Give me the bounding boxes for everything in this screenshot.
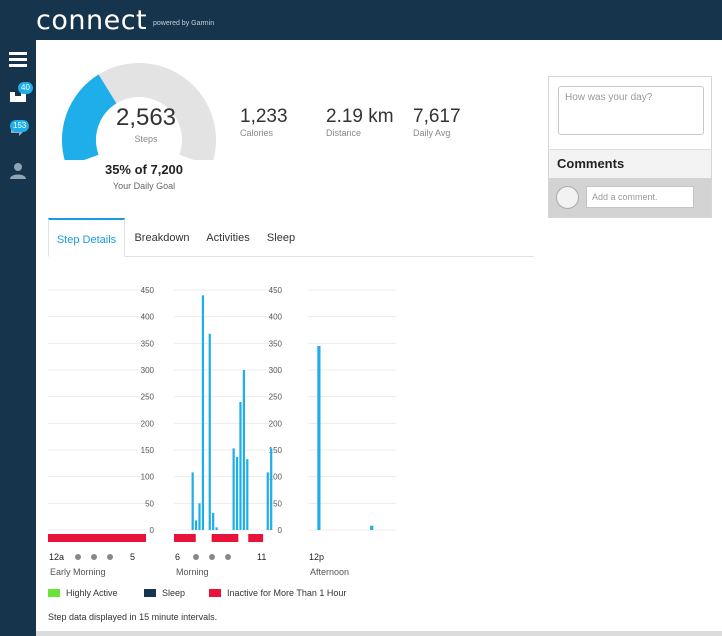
y-tick-label: 400: [141, 313, 155, 322]
y-tick-label: 250: [269, 393, 283, 402]
time-end-label: 11: [257, 552, 266, 562]
legend-swatch-inactive: [209, 589, 221, 597]
y-tick-label: 50: [145, 499, 154, 508]
steps-gauge: [62, 63, 216, 160]
bar: [242, 370, 245, 530]
bar: [235, 456, 239, 530]
bar: [191, 472, 194, 530]
avatar: [556, 186, 579, 209]
time-start-label: 12p: [309, 552, 324, 562]
time-end-label: 5: [130, 552, 135, 562]
bar: [239, 402, 242, 530]
y-tick-label: 200: [269, 419, 283, 428]
goal-label: Your Daily Goal: [112, 181, 176, 191]
legend-highly-active: Highly Active: [66, 588, 118, 598]
tab-activities[interactable]: Activities: [206, 232, 250, 244]
time-dot: [91, 554, 97, 560]
time-dot: [193, 554, 199, 560]
bar: [270, 448, 273, 530]
y-tick-label: 100: [269, 473, 283, 482]
y-tick-label: 300: [141, 366, 155, 375]
main-content: 2,563 Steps 35% of 7,200 Your Daily Goal…: [36, 40, 722, 631]
comments-title: Comments: [549, 149, 711, 178]
bar: [215, 527, 218, 530]
add-comment-input[interactable]: Add a comment.: [586, 186, 694, 208]
inactive-segment: [48, 534, 146, 542]
time-dot: [209, 554, 215, 560]
step-details-chart: 4504003503002502001501005004504003503002…: [48, 286, 396, 577]
bar: [212, 512, 215, 530]
legend-swatch-sleep: [144, 589, 156, 597]
legend-inactive: Inactive for More Than 1 Hour: [227, 588, 347, 598]
time-dot: [107, 554, 113, 560]
goal-percent: 35% of 7,200: [104, 162, 184, 177]
steps-label: Steps: [134, 134, 158, 144]
legend-sleep: Sleep: [162, 588, 186, 598]
panel-name: Early Morning: [50, 567, 106, 577]
y-tick-label: 250: [141, 393, 155, 402]
bar: [198, 503, 201, 530]
tab-breakdown[interactable]: Breakdown: [134, 232, 190, 244]
comment-row: Add a comment.: [549, 178, 711, 217]
bar: [232, 448, 235, 530]
user-icon[interactable]: [0, 162, 36, 180]
inbox-icon[interactable]: [0, 89, 36, 103]
connections-badge: 153: [10, 120, 30, 132]
bar: [266, 472, 269, 530]
bar: [194, 520, 198, 530]
tab-bar: Step Details Breakdown Activities Sleep: [48, 218, 534, 257]
tab-sleep[interactable]: Sleep: [266, 232, 296, 244]
legend-swatch-highly-active: [48, 589, 60, 597]
bar: [201, 295, 205, 530]
bar: [246, 459, 249, 530]
y-tick-label: 350: [269, 339, 283, 348]
panel-name: Afternoon: [310, 567, 349, 577]
inbox-badge: 40: [18, 82, 33, 94]
time-dot: [225, 554, 231, 560]
how-was-your-day-input[interactable]: How was your day?: [558, 86, 704, 135]
time-dot: [75, 554, 81, 560]
distance-value: 2.19 km: [326, 106, 394, 127]
sidebar: 40 153: [0, 40, 36, 636]
bar: [208, 333, 211, 530]
daily-avg-value: 7,617: [413, 106, 461, 127]
y-tick-label: 100: [141, 473, 155, 482]
bottom-strip: [36, 631, 722, 636]
y-tick-label: 300: [269, 366, 283, 375]
inactive-segment: [211, 534, 239, 542]
y-tick-label: 0: [278, 526, 283, 535]
calories-label: Calories: [240, 128, 274, 138]
time-start-label: 12a: [49, 552, 64, 562]
top-bar: connect powered by Garmin: [0, 0, 722, 40]
bar: [370, 525, 374, 530]
tab-step-details[interactable]: Step Details: [48, 218, 125, 257]
bar: [317, 346, 321, 530]
journal-panel: How was your day? Comments Add a comment…: [548, 76, 712, 218]
y-tick-label: 0: [150, 526, 155, 535]
daily-avg-label: Daily Avg: [413, 128, 451, 138]
y-tick-label: 150: [269, 446, 283, 455]
inactive-segment: [248, 534, 264, 542]
powered-by-text: powered by Garmin: [153, 20, 215, 27]
time-start-label: 6: [175, 552, 180, 562]
inactive-segment: [174, 534, 196, 542]
y-tick-label: 450: [141, 286, 155, 295]
gauge-fill: [62, 74, 118, 160]
y-tick-label: 200: [141, 419, 155, 428]
steps-value: 2,563: [115, 104, 177, 131]
distance-label: Distance: [326, 128, 362, 138]
y-tick-label: 400: [269, 313, 283, 322]
y-tick-label: 350: [141, 339, 155, 348]
panel-name: Morning: [176, 567, 209, 577]
calories-value: 1,233: [240, 106, 288, 127]
logo[interactable]: connect: [36, 5, 148, 36]
y-tick-label: 150: [141, 446, 155, 455]
footnote: Step data displayed in 15 minute interva…: [48, 612, 218, 622]
y-tick-label: 450: [269, 286, 283, 295]
y-tick-label: 50: [273, 499, 282, 508]
menu-icon[interactable]: [0, 52, 36, 67]
